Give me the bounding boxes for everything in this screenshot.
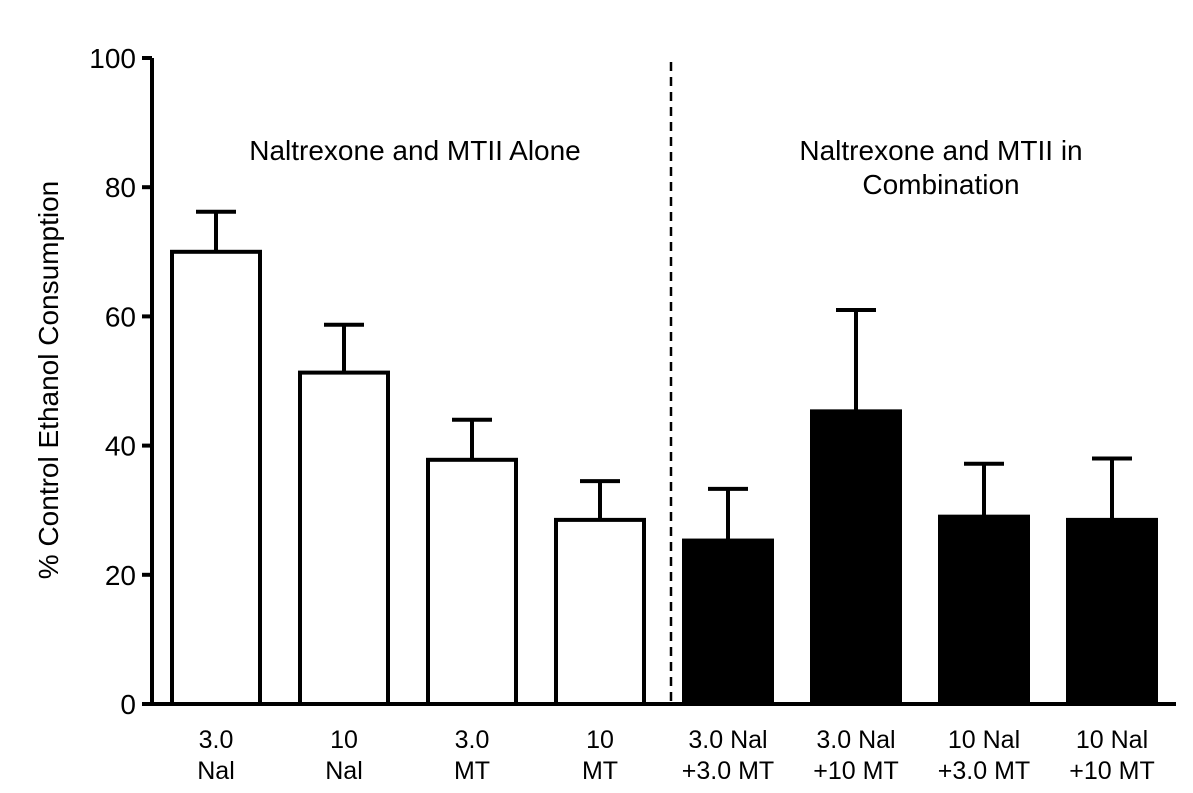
bar	[810, 409, 902, 706]
y-tick-label: 40	[105, 431, 136, 462]
bar	[682, 538, 774, 707]
y-axis: 0 20 40 60 80 100	[89, 43, 154, 720]
x-tick-label: MT	[582, 757, 618, 785]
group-label: Naltrexone and MTII in	[799, 135, 1082, 166]
x-tick-label: 3.0	[455, 726, 490, 754]
bars	[170, 249, 1158, 707]
bar	[1066, 517, 1158, 707]
x-tick-label: +10 MT	[813, 757, 898, 785]
x-tick-label: 10	[330, 726, 358, 754]
y-tick-label: 100	[89, 43, 136, 74]
group-label: Naltrexone and MTII Alone	[249, 135, 581, 166]
x-axis: 3.0 Nal 10 Nal 3.0 MT 10 MT 3.0 Nal +3.0 MT 3.0 Na…	[150, 702, 1176, 785]
bar	[298, 370, 390, 706]
y-tick-label: 20	[105, 560, 136, 591]
x-tick-label: 10	[586, 726, 614, 754]
x-tick-label: MT	[454, 757, 490, 785]
x-tick-label: +3.0 MT	[938, 757, 1030, 785]
x-tick-label: +3.0 MT	[682, 757, 774, 785]
bar	[426, 457, 518, 707]
x-tick-label: Nal	[197, 757, 235, 785]
y-tick-label: 60	[105, 301, 136, 332]
x-tick-label: 10 Nal	[1076, 726, 1148, 754]
group-labels: Naltrexone and MTII Alone Naltrexone and …	[249, 135, 1082, 200]
group-label: Combination	[862, 169, 1019, 200]
y-axis-label: % Control Ethanol Consumption	[33, 181, 64, 579]
bar	[170, 249, 262, 707]
y-tick-label: 80	[105, 172, 136, 203]
error-bars	[196, 209, 1132, 541]
x-tick-label: Nal	[325, 757, 363, 785]
x-tick-label: 10 Nal	[948, 726, 1020, 754]
bar	[938, 514, 1030, 706]
bar	[554, 517, 646, 707]
y-tick-label: 0	[120, 689, 136, 720]
x-tick-label: 3.0	[199, 726, 234, 754]
x-tick-label: 3.0 Nal	[816, 726, 895, 754]
x-tick-label: +10 MT	[1069, 757, 1154, 785]
y-axis-title: % Control Ethanol Consumption	[33, 181, 64, 579]
x-tick-label: 3.0 Nal	[688, 726, 767, 754]
